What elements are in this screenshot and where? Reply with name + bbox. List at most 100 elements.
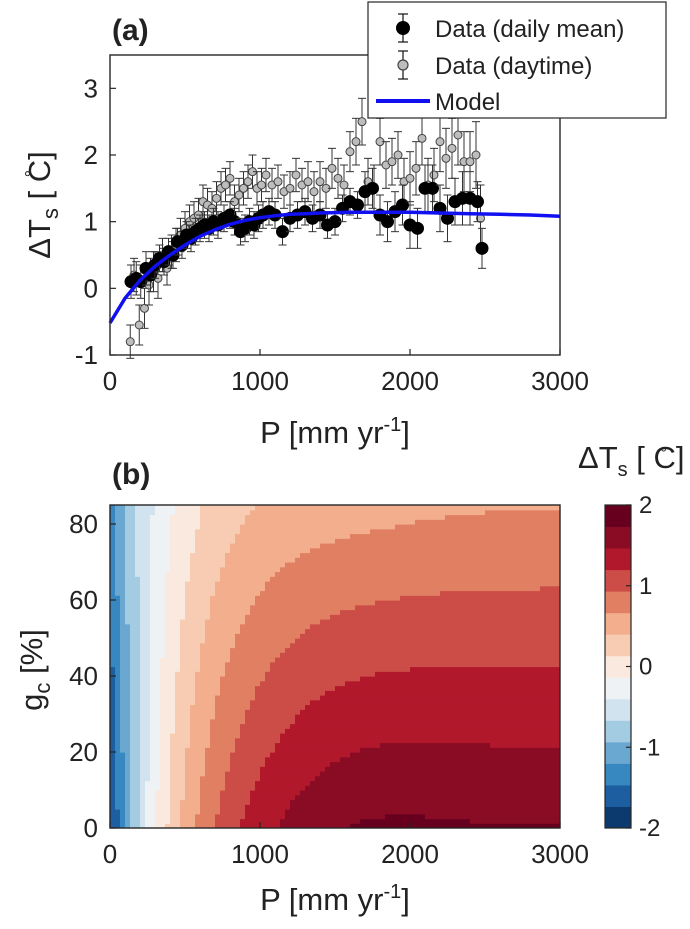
heatmap-cell <box>320 614 326 620</box>
heatmap-cell <box>240 709 246 715</box>
heatmap-cell <box>245 528 251 535</box>
heatmap-cell <box>300 576 306 582</box>
heatmap-cell <box>365 509 371 516</box>
heatmap-cell <box>275 685 281 691</box>
heatmap-cell <box>115 676 121 682</box>
heatmap-cell <box>260 514 266 520</box>
heatmap-cell <box>330 794 336 801</box>
heatmap-cell <box>310 671 316 677</box>
heatmap-cell <box>130 790 136 796</box>
heatmap-cell <box>170 543 176 549</box>
heatmap-cell <box>335 699 341 706</box>
heatmap-cell <box>290 562 296 568</box>
heatmap-cell <box>295 604 301 611</box>
heatmap-cell <box>300 533 306 539</box>
heatmap-cell <box>340 680 346 687</box>
heatmap-cell <box>315 581 321 587</box>
heatmap-cell <box>355 809 361 815</box>
heatmap-cell <box>225 566 231 573</box>
heatmap-cell <box>220 590 226 596</box>
heatmap-cell <box>210 809 216 815</box>
heatmap-cell <box>195 733 201 739</box>
heatmap-cell <box>115 633 121 639</box>
heatmap-cell <box>285 823 291 828</box>
heatmap-cell <box>310 533 316 539</box>
heatmap-cell <box>150 528 156 535</box>
heatmap-cell <box>130 519 136 525</box>
heatmap-cell <box>275 519 281 525</box>
heatmap-cell <box>395 680 401 687</box>
heatmap-cell <box>370 547 376 554</box>
heatmap-cell <box>400 785 406 791</box>
heatmap-cell <box>125 638 131 644</box>
heatmap-cell <box>320 647 326 653</box>
heatmap-cell <box>175 761 181 767</box>
heatmap-cell <box>130 619 136 625</box>
heatmap-cell <box>375 600 381 606</box>
heatmap-cell <box>410 780 416 786</box>
heatmap-cell <box>145 614 151 620</box>
heatmap-cell <box>400 709 406 715</box>
heatmap-cell <box>265 799 271 805</box>
heatmap-cell <box>395 804 401 810</box>
heatmap-cell <box>110 647 116 653</box>
heatmap-cell <box>260 704 266 710</box>
heatmap-cell <box>245 576 251 582</box>
heatmap-cell <box>365 585 371 592</box>
heatmap-cell <box>235 595 241 601</box>
heatmap-cell <box>180 766 186 772</box>
heatmap-cell <box>330 733 336 739</box>
heatmap-cell <box>250 766 256 772</box>
heatmap-cell <box>170 766 176 772</box>
heatmap-cell <box>425 566 431 573</box>
heatmap-cell <box>290 794 296 801</box>
heatmap-cell <box>185 633 191 639</box>
heatmap-cell <box>410 695 416 701</box>
heatmap-cell <box>140 547 146 554</box>
heatmap-cell <box>300 699 306 706</box>
heatmap-cell <box>225 505 231 511</box>
heatmap-cell <box>110 785 116 791</box>
heatmap-cell <box>255 666 261 672</box>
heatmap-cell <box>380 538 386 544</box>
heatmap-cell <box>420 794 426 801</box>
heatmap-cell <box>360 614 366 620</box>
heatmap-cell <box>200 609 206 615</box>
heatmap-cell <box>170 595 176 601</box>
heatmap-cell <box>365 780 371 786</box>
heatmap-cell <box>120 519 126 525</box>
heatmap-cell <box>110 761 116 767</box>
heatmap-cell <box>225 733 231 739</box>
heatmap-cell <box>130 566 136 573</box>
heatmap-cell <box>185 647 191 653</box>
heatmap-cell <box>260 652 266 658</box>
heatmap-cell <box>405 775 411 782</box>
heatmap-cell <box>275 785 281 791</box>
heatmap-cell <box>320 581 326 587</box>
heatmap-cell <box>415 547 421 554</box>
heatmap-cell <box>365 652 371 658</box>
heatmap-cell <box>390 804 396 810</box>
heatmap-cell <box>145 790 151 796</box>
heatmap-cell <box>310 685 316 691</box>
heatmap-cell <box>285 604 291 611</box>
heatmap-cell <box>395 733 401 739</box>
heatmap-cell <box>425 647 431 653</box>
heatmap-cell <box>170 723 176 729</box>
heatmap-cell <box>285 690 291 696</box>
heatmap-cell <box>375 752 381 758</box>
heatmap-cell <box>205 661 211 668</box>
heatmap-cell <box>305 642 311 649</box>
heatmap-cell <box>405 666 411 672</box>
heatmap-cell <box>280 642 286 649</box>
heatmap-cell <box>175 737 181 744</box>
heatmap-cell <box>315 766 321 772</box>
daytime-point <box>261 170 271 180</box>
heatmap-cell <box>365 642 371 649</box>
heatmap-cell <box>205 509 211 516</box>
heatmap-cell <box>285 514 291 520</box>
heatmap-cell <box>190 595 196 601</box>
heatmap-cell <box>160 728 166 734</box>
heatmap-cell <box>265 524 271 530</box>
heatmap-cell <box>155 723 161 729</box>
